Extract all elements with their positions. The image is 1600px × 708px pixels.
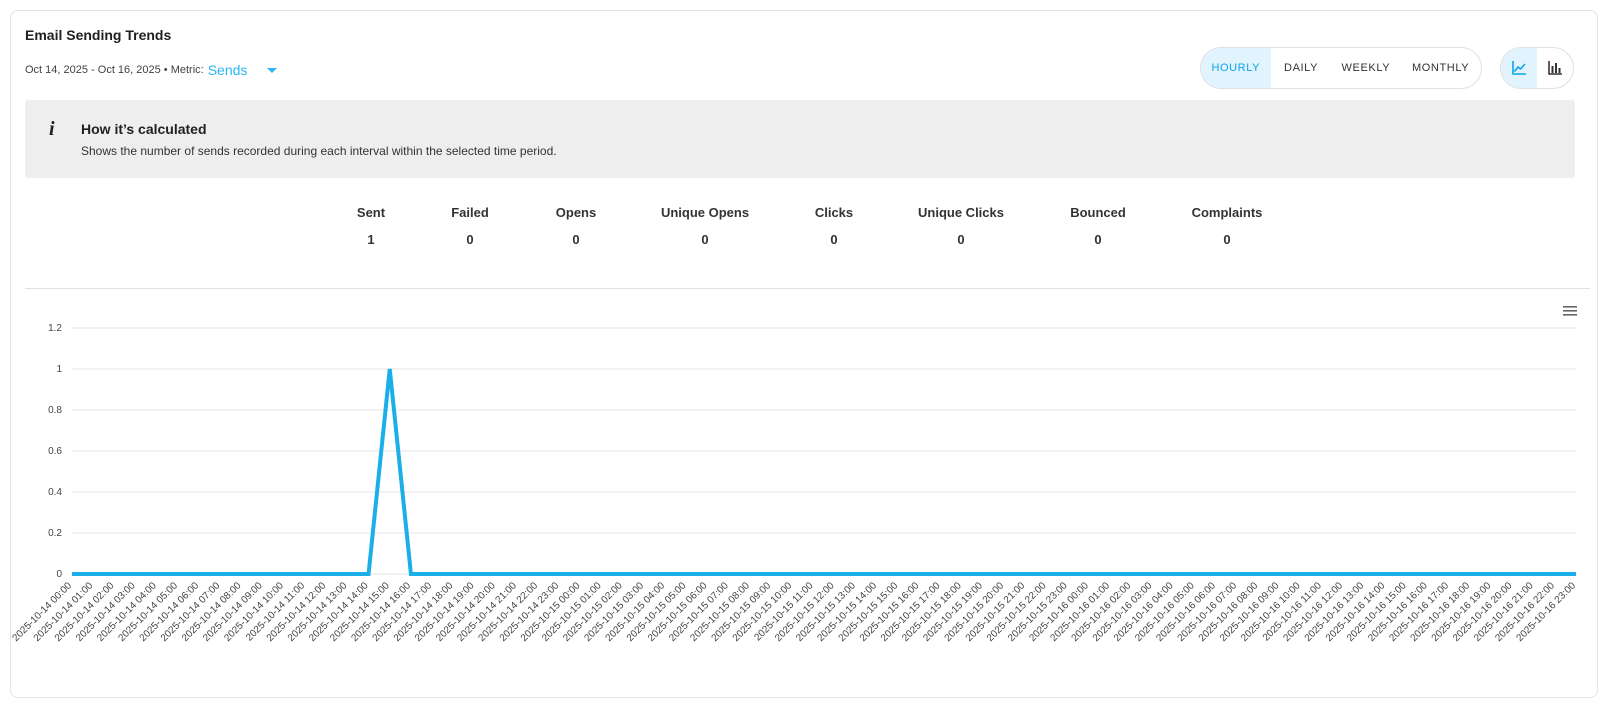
stat-sent: Sent 1 — [341, 205, 401, 247]
stat-value: 0 — [466, 232, 474, 247]
stat-label: Bounced — [1070, 205, 1126, 220]
stat-complaints: Complaints 0 — [1182, 205, 1272, 247]
metric-select-value: Sends — [207, 62, 248, 78]
stat-value: 0 — [701, 232, 709, 247]
stat-label: Failed — [451, 205, 489, 220]
date-range-text: Oct 14, 2025 - Oct 16, 2025 • Metric: — [25, 64, 204, 76]
stat-value: 0 — [1094, 232, 1102, 247]
weekly-button[interactable]: WEEKLY — [1341, 62, 1391, 74]
y-tick-label: 0.4 — [48, 487, 62, 498]
stat-unique-clicks: Unique Clicks 0 — [911, 205, 1011, 247]
monthly-button[interactable]: MONTHLY — [1412, 62, 1470, 74]
y-tick-label: 0 — [56, 569, 62, 580]
stat-failed: Failed 0 — [440, 205, 500, 247]
y-tick-label: 0.8 — [48, 405, 62, 416]
stat-label: Unique Opens — [660, 205, 750, 220]
period-toggle: HOURLY DAILY WEEKLY MONTHLY — [1200, 47, 1482, 89]
section-divider — [25, 288, 1590, 289]
y-tick-label: 0.6 — [48, 446, 62, 457]
stat-label: Complaints — [1191, 205, 1263, 220]
stat-value: 0 — [957, 232, 965, 247]
calculation-info-box: i How it’s calculated Shows the number o… — [25, 100, 1575, 178]
stat-value: 0 — [1223, 232, 1231, 247]
chart-view-toggle — [1500, 47, 1574, 89]
stat-value: 0 — [572, 232, 580, 247]
line-chart-icon — [1512, 61, 1526, 75]
date-range-line: Oct 14, 2025 - Oct 16, 2025 • Metric: Se… — [25, 62, 278, 78]
stat-label: Opens — [555, 205, 597, 220]
stat-value: 1 — [367, 232, 375, 247]
hourly-button[interactable]: HOURLY — [1201, 48, 1271, 88]
info-title: How it’s calculated — [81, 121, 207, 137]
stat-label: Sent — [356, 205, 386, 220]
stat-label: Clicks — [814, 205, 854, 220]
menu-icon[interactable] — [1562, 304, 1578, 318]
stat-opens: Opens 0 — [546, 205, 606, 247]
line-chart-button[interactable] — [1501, 48, 1537, 88]
series-line-sends — [72, 368, 1576, 576]
stat-unique-opens: Unique Opens 0 — [655, 205, 755, 247]
info-description: Shows the number of sends recorded durin… — [81, 144, 557, 158]
daily-button[interactable]: DAILY — [1284, 62, 1319, 74]
stat-value: 0 — [830, 232, 838, 247]
y-tick-label: 1 — [56, 364, 62, 375]
stat-label: Unique Clicks — [918, 205, 1004, 220]
stat-bounced: Bounced 0 — [1058, 205, 1138, 247]
metric-select[interactable]: Sends — [208, 62, 278, 78]
info-icon: i — [49, 118, 55, 140]
y-tick-label: 0.2 — [48, 528, 62, 539]
stat-clicks: Clicks 0 — [804, 205, 864, 247]
card-title: Email Sending Trends — [25, 27, 172, 43]
chevron-down-icon — [267, 67, 278, 73]
bar-chart-button[interactable] — [1537, 48, 1573, 88]
bar-chart-icon — [1548, 61, 1562, 75]
y-tick-label: 1.2 — [48, 323, 62, 334]
